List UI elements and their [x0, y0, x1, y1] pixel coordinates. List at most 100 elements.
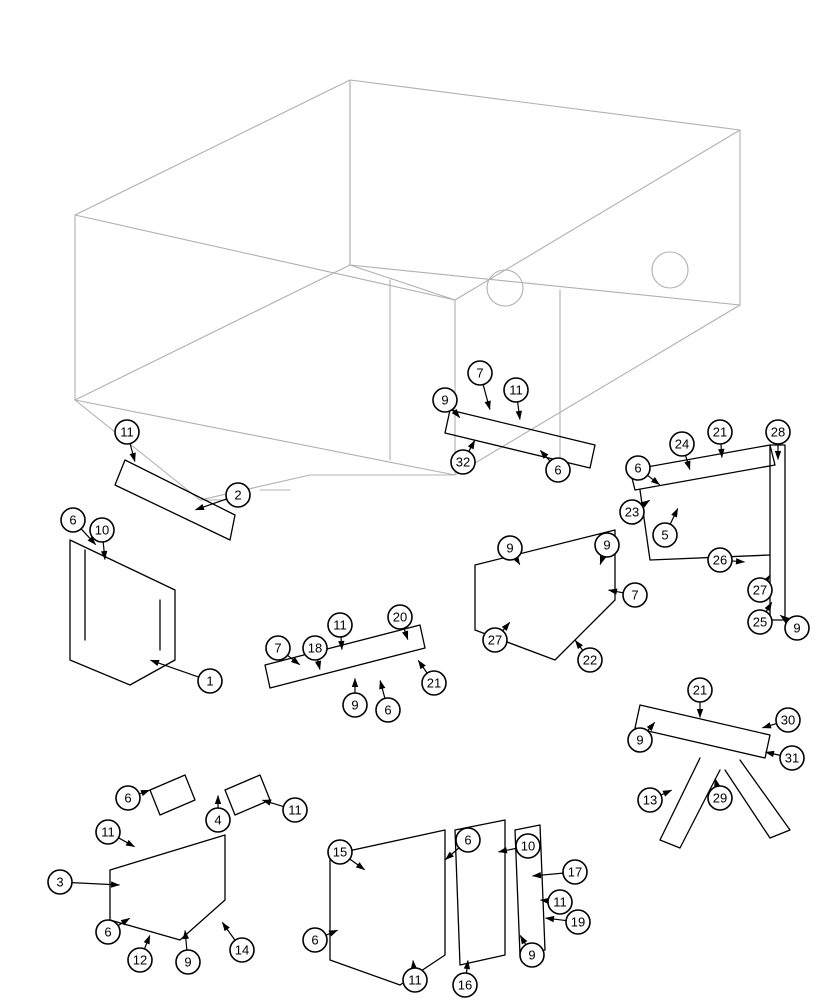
callout-label: 7 — [274, 641, 281, 656]
callout-label: 23 — [625, 505, 639, 520]
callout-label: 24 — [675, 437, 689, 452]
callout-label: 9 — [184, 955, 191, 970]
callout-label: 6 — [69, 513, 76, 528]
callout-1: 1 — [150, 660, 222, 693]
callout-6: 6 — [445, 828, 480, 860]
callout-label: 27 — [753, 583, 767, 598]
callout-label: 9 — [441, 393, 448, 408]
callout-label: 7 — [631, 588, 638, 603]
callout-14: 14 — [222, 922, 254, 962]
callout-label: 11 — [120, 425, 134, 440]
callout-18: 18 — [303, 636, 327, 670]
callout-22: 22 — [575, 640, 602, 672]
callout-10: 10 — [498, 834, 540, 858]
callout-20: 20 — [388, 605, 412, 640]
callout-3: 3 — [48, 870, 120, 894]
callout-9: 9 — [433, 388, 460, 418]
callout-label: 12 — [133, 953, 147, 968]
callout-25: 25 — [748, 602, 772, 634]
callout-6: 6 — [96, 918, 130, 944]
callout-9: 9 — [628, 722, 655, 752]
callout-11: 11 — [328, 613, 352, 650]
callout-label: 32 — [456, 455, 470, 470]
callout-label: 6 — [124, 791, 131, 806]
callout-label: 7 — [476, 366, 483, 381]
callout-11: 11 — [262, 798, 307, 822]
callout-label: 6 — [384, 703, 391, 718]
callout-label: 9 — [793, 621, 800, 636]
callout-label: 15 — [333, 845, 347, 860]
callout-label: 21 — [713, 425, 727, 440]
callout-label: 19 — [571, 915, 585, 930]
callout-6: 6 — [540, 450, 570, 482]
callout-7: 7 — [468, 361, 492, 410]
callout-23: 23 — [620, 500, 650, 524]
callout-label: 10 — [95, 523, 109, 538]
callout-label: 3 — [56, 875, 63, 890]
callout-11: 11 — [504, 378, 528, 420]
callout-label: 9 — [351, 698, 358, 713]
callout-11: 11 — [96, 820, 135, 847]
callout-11: 11 — [403, 960, 427, 992]
callout-31: 31 — [765, 746, 804, 770]
callout-label: 11 — [509, 383, 523, 398]
callout-24: 24 — [670, 432, 694, 470]
exploded-parts-diagram: 1234566666666777999999991010111111111111… — [0, 0, 824, 1000]
callout-15: 15 — [328, 840, 365, 870]
callout-11: 11 — [115, 420, 139, 462]
callout-label: 29 — [713, 791, 727, 806]
callout-label: 21 — [427, 676, 441, 691]
callout-label: 31 — [785, 751, 799, 766]
callout-9: 9 — [498, 536, 522, 565]
callout-label: 21 — [693, 683, 707, 698]
callouts: 1234566666666777999999991010111111111111… — [48, 361, 809, 997]
callout-label: 6 — [634, 461, 641, 476]
callout-label: 11 — [333, 618, 347, 633]
callout-label: 1 — [206, 674, 213, 689]
callout-label: 4 — [214, 813, 221, 828]
callout-label: 5 — [661, 528, 668, 543]
callout-2: 2 — [195, 483, 250, 510]
callout-9: 9 — [780, 615, 809, 640]
callout-label: 26 — [713, 553, 727, 568]
callout-label: 9 — [603, 538, 610, 553]
callout-label: 10 — [521, 839, 535, 854]
callout-30: 30 — [762, 708, 800, 732]
callout-label: 6 — [311, 933, 318, 948]
callout-6: 6 — [116, 786, 150, 810]
callout-label: 20 — [393, 610, 407, 625]
callout-13: 13 — [638, 788, 672, 812]
callout-17: 17 — [532, 860, 587, 884]
callout-10: 10 — [90, 518, 114, 560]
callout-27: 27 — [483, 622, 510, 652]
callout-label: 9 — [636, 733, 643, 748]
callout-9: 9 — [176, 930, 200, 974]
callout-9: 9 — [520, 935, 544, 967]
callout-label: 14 — [235, 943, 249, 958]
callout-label: 6 — [464, 833, 471, 848]
callout-label: 9 — [528, 948, 535, 963]
callout-label: 11 — [553, 895, 567, 910]
callout-label: 11 — [288, 803, 302, 818]
callout-6: 6 — [376, 680, 400, 722]
callout-21: 21 — [418, 660, 446, 695]
callout-label: 11 — [101, 825, 115, 840]
callout-label: 30 — [781, 713, 795, 728]
callout-27: 27 — [748, 575, 772, 602]
callout-label: 11 — [408, 973, 422, 988]
callout-label: 18 — [308, 641, 322, 656]
callout-9: 9 — [343, 678, 367, 717]
callout-6: 6 — [303, 928, 338, 952]
callout-label: 13 — [643, 793, 657, 808]
callout-label: 9 — [506, 541, 513, 556]
callout-19: 19 — [545, 910, 590, 934]
callout-29: 29 — [708, 778, 732, 810]
callout-label: 25 — [753, 615, 767, 630]
callout-label: 22 — [583, 653, 597, 668]
callout-4: 4 — [206, 795, 230, 832]
callout-11: 11 — [540, 890, 572, 914]
callout-label: 6 — [104, 925, 111, 940]
callout-21: 21 — [688, 678, 712, 718]
callout-12: 12 — [128, 935, 152, 972]
callout-label: 2 — [234, 488, 241, 503]
